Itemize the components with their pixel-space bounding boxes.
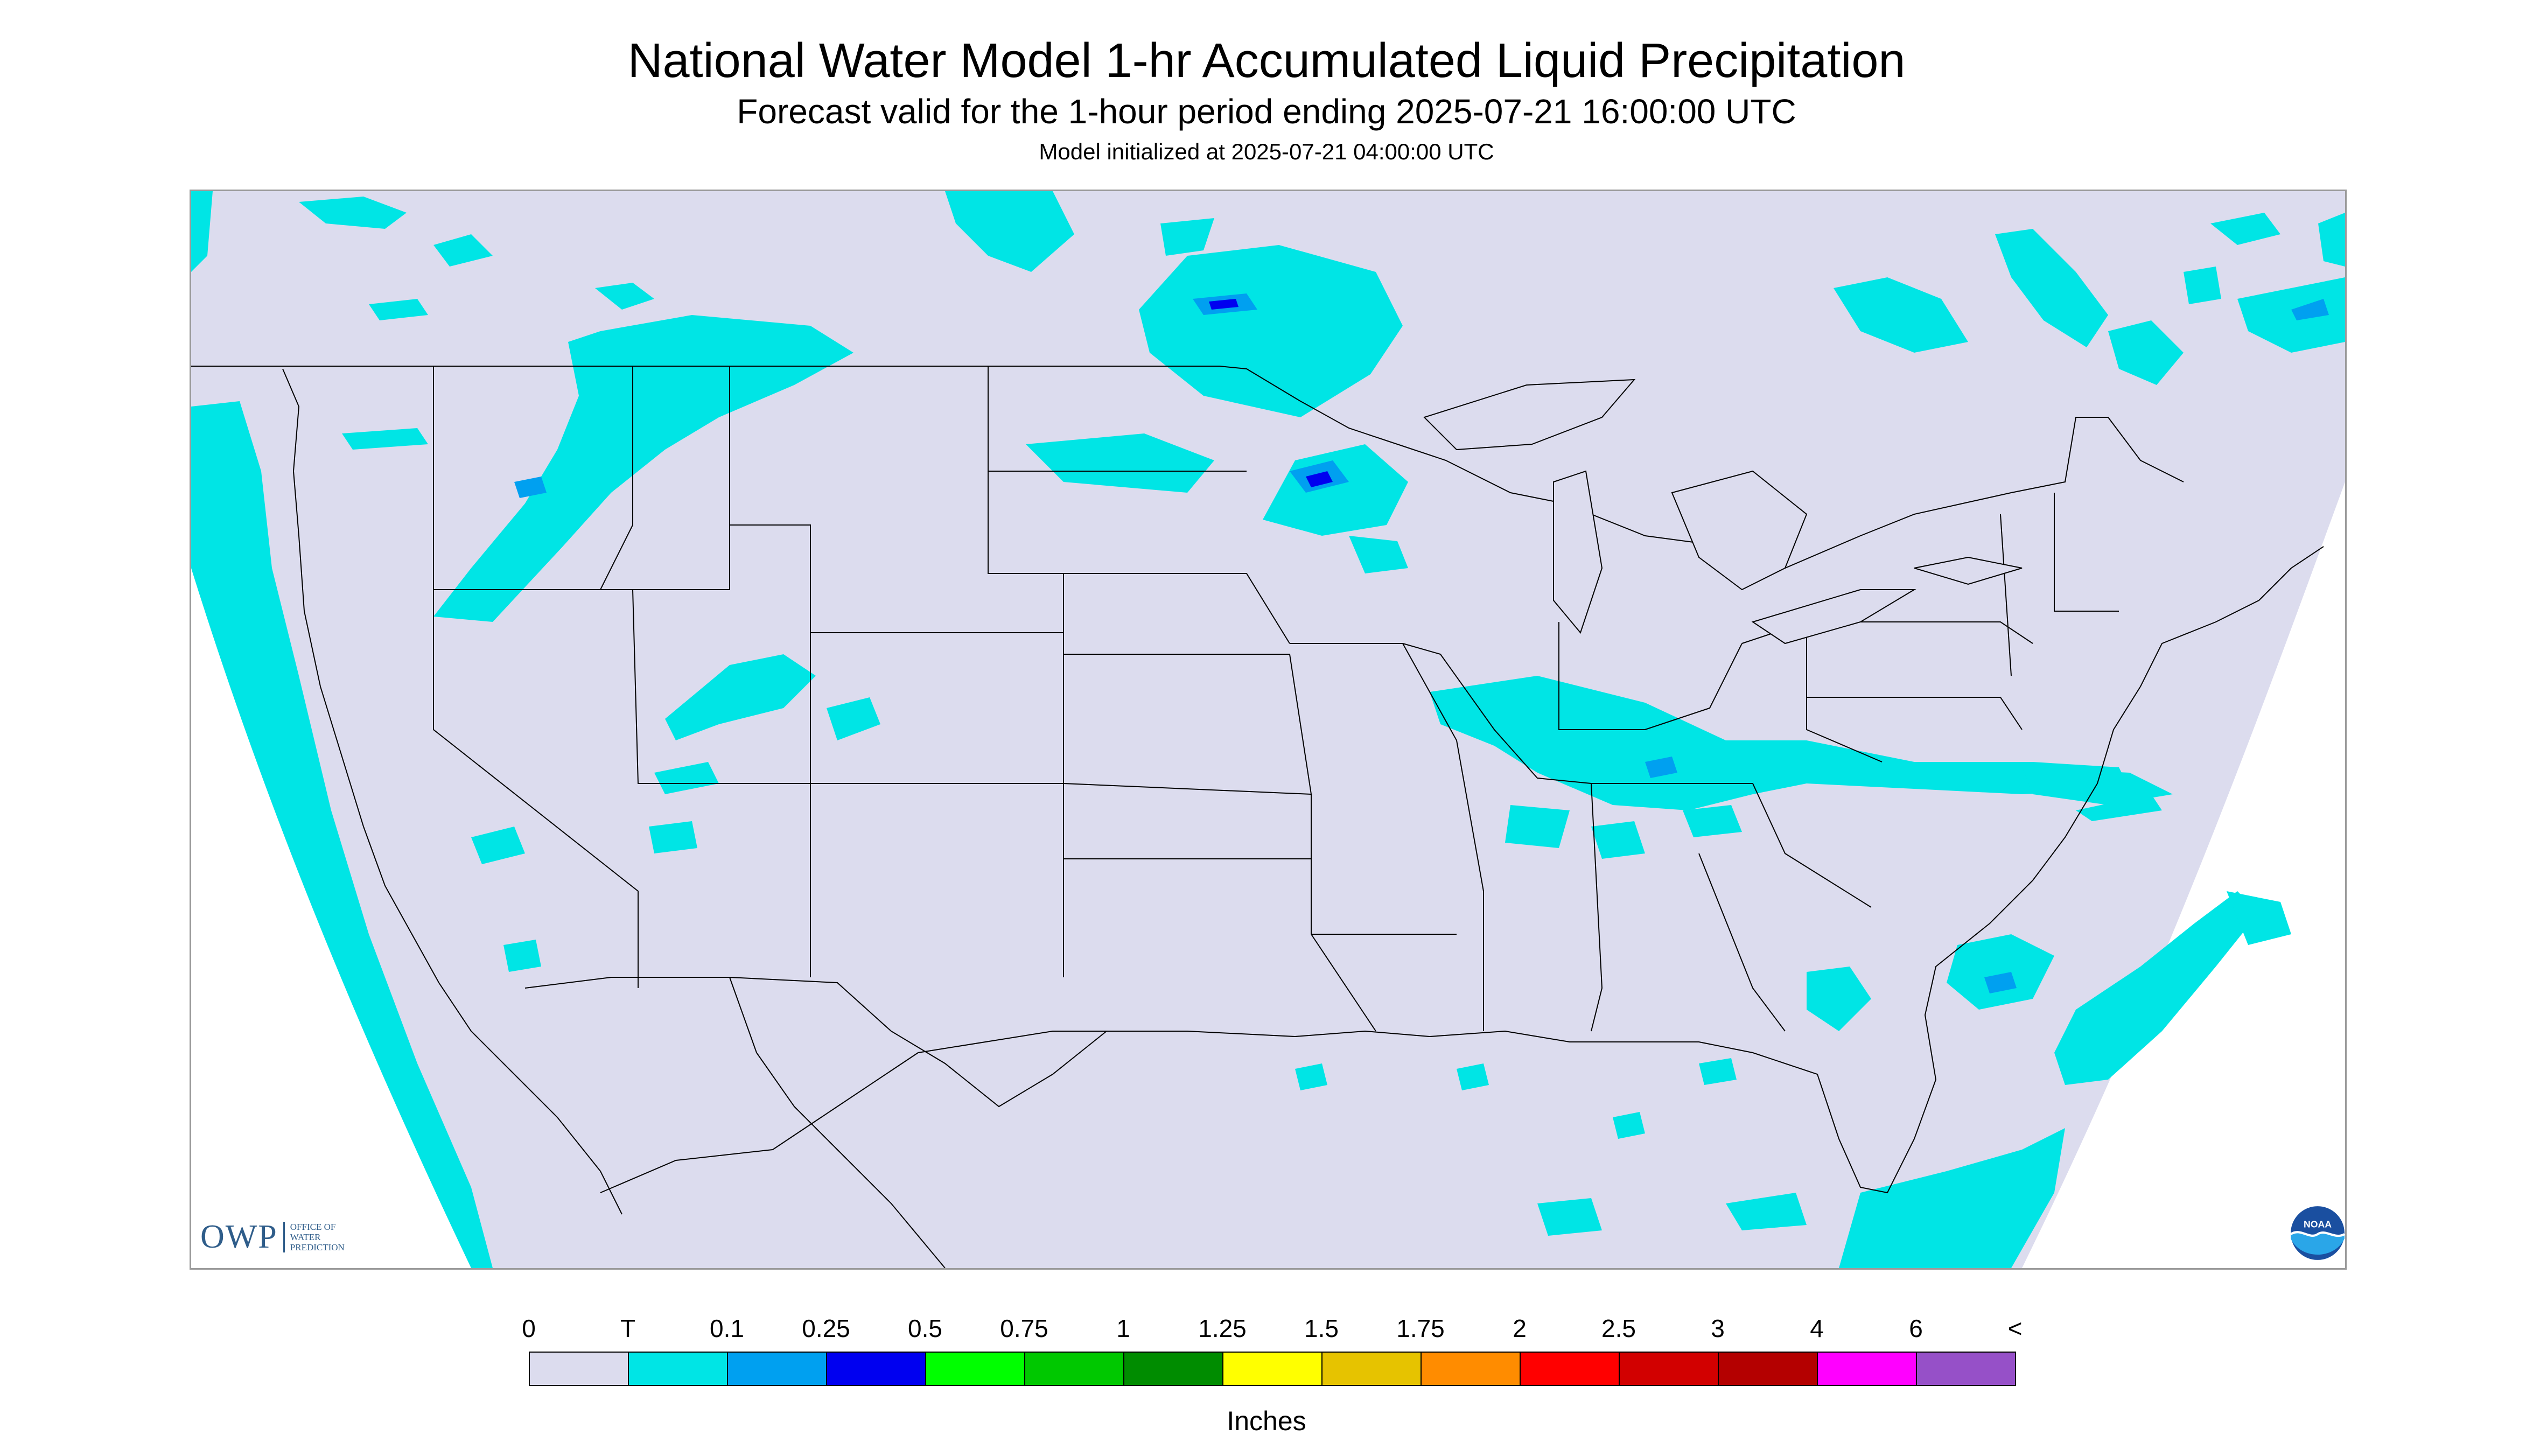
owp-logo: OWP OFFICE OF WATER PREDICTION [200,1218,345,1261]
model-init-time: Model initialized at 2025-07-21 04:00:00… [1039,139,1494,164]
legend-swatch [1718,1352,1818,1386]
owp-logo-mark: OWP [200,1219,278,1255]
legend-label: 0.5 [908,1314,942,1342]
legend-label: 2.5 [1601,1314,1636,1342]
legend-label: 1.5 [1304,1314,1339,1342]
precipitation-map [190,190,2347,1270]
great-lakes [1423,379,2023,645]
legend-swatch [1024,1352,1124,1386]
legend-swatch [1619,1352,1719,1386]
owp-logo-caption: OFFICE OF WATER PREDICTION [283,1222,345,1252]
map-subtitle: Forecast valid for the 1-hour period end… [737,92,1796,131]
legend-swatch [727,1352,827,1386]
legend-units: Inches [1227,1406,1306,1436]
legend-label: 6 [1909,1314,1923,1342]
noaa-logo-icon: NOAA [2290,1206,2345,1260]
legend-swatch [529,1352,629,1386]
legend-label: 3 [1711,1314,1725,1342]
legend-label: 1.75 [1396,1314,1445,1342]
legend-swatch [1123,1352,1223,1386]
legend-label: 1 [1116,1314,1130,1342]
political-boundaries [191,366,2324,1268]
owp-caption-line: OFFICE OF [290,1222,336,1232]
legend-swatch [1222,1352,1323,1386]
legend-swatch [628,1352,728,1386]
legend-label: 0.75 [1000,1314,1048,1342]
legend-label: 0.25 [802,1314,850,1342]
legend-label: < [2007,1314,2023,1342]
legend-label: 1.25 [1198,1314,1247,1342]
legend-swatch [1817,1352,1917,1386]
noaa-logo-text: NOAA [2304,1219,2332,1230]
heavier-precipitation-cells [514,293,2329,993]
legend-label: 0.1 [710,1314,744,1342]
legend-swatch [925,1352,1025,1386]
owp-caption-line: WATER [290,1232,321,1242]
map-title: National Water Model 1-hr Accumulated Li… [627,34,1906,88]
legend-label: T [620,1314,636,1342]
legend-label: 2 [1513,1314,1527,1342]
legend-swatch [1421,1352,1521,1386]
legend-swatch [1321,1352,1422,1386]
owp-caption-line: PREDICTION [290,1242,345,1252]
legend-swatch [1916,1352,2016,1386]
legend-label: 0 [522,1314,536,1342]
legend-swatch [826,1352,926,1386]
precipitation-field [191,191,2345,1268]
map-canvas [191,191,2345,1268]
legend-label: 4 [1810,1314,1824,1342]
legend-swatch [1520,1352,1620,1386]
precipitation-legend: 0 T 0.1 0.25 0.5 0.75 1 1.25 1.5 1.75 2 2.5 3 4 6 < Inc… [0,1292,2533,1454]
